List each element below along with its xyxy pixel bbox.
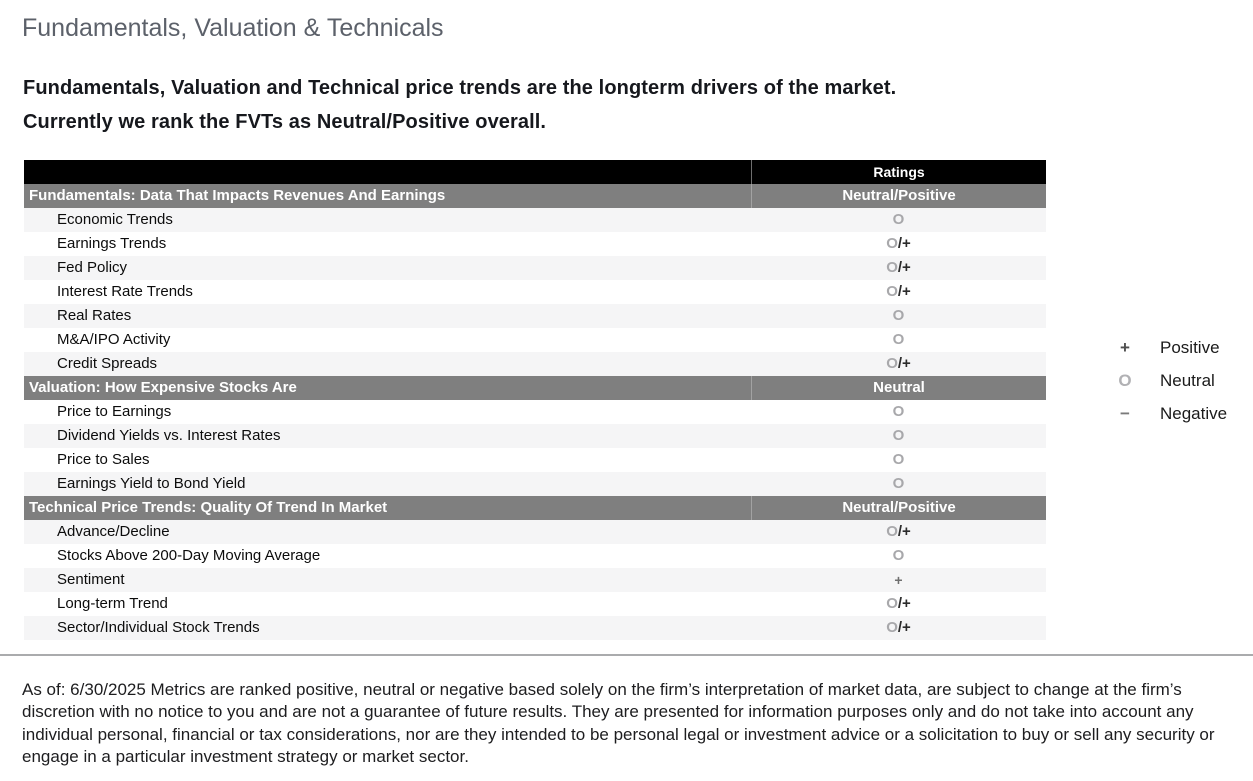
metric-label: Fed Policy bbox=[57, 259, 128, 276]
positive-lean-symbol: /+ bbox=[897, 283, 911, 300]
metric-rating: O/+ bbox=[751, 352, 1046, 376]
metric-rating: O bbox=[751, 544, 1046, 568]
table-row: Advance/Decline O/+ bbox=[24, 520, 1046, 544]
neutral-symbol: O bbox=[892, 307, 905, 324]
table-row: Credit Spreads O/+ bbox=[24, 352, 1046, 376]
rating-symbol-icon: + bbox=[1120, 337, 1130, 357]
legend-item: − Negative bbox=[1114, 403, 1227, 424]
table-row: Fed Policy O/+ bbox=[24, 256, 1046, 280]
ratings-legend: + Positive O Neutral − Negative bbox=[1114, 337, 1227, 436]
section-overall-rating: Neutral/Positive bbox=[751, 184, 1046, 208]
metric-rating: O bbox=[751, 472, 1046, 496]
table-row: Earnings Yield to Bond Yield O bbox=[24, 472, 1046, 496]
metric-label: Long-term Trend bbox=[57, 595, 168, 612]
legend-label: Neutral bbox=[1160, 370, 1215, 390]
legend-label: Positive bbox=[1160, 337, 1220, 357]
metric-rating: O/+ bbox=[751, 616, 1046, 640]
positive-lean-symbol: /+ bbox=[897, 619, 911, 636]
positive-lean-symbol: /+ bbox=[897, 259, 911, 276]
metric-label: Sentiment bbox=[57, 571, 125, 588]
table-row: Price to Sales O bbox=[24, 448, 1046, 472]
neutral-symbol: O bbox=[886, 355, 898, 372]
metric-rating: O bbox=[751, 448, 1046, 472]
table-header-left-cell bbox=[24, 160, 751, 184]
table-header-row: Ratings bbox=[24, 160, 1046, 184]
neutral-symbol: O bbox=[886, 283, 898, 300]
legend-label: Negative bbox=[1160, 403, 1228, 423]
neutral-symbol: O bbox=[886, 235, 898, 252]
neutral-symbol: O bbox=[892, 403, 905, 420]
metric-label: Sector/Individual Stock Trends bbox=[57, 619, 260, 636]
section-title: Technical Price Trends: Quality Of Trend… bbox=[24, 496, 751, 520]
positive-lean-symbol: /+ bbox=[897, 355, 911, 372]
metric-label: Stocks Above 200-Day Moving Average bbox=[57, 547, 321, 564]
metric-label: Price to Earnings bbox=[57, 403, 172, 420]
metric-label: Advance/Decline bbox=[57, 523, 170, 540]
legend-item: O Neutral bbox=[1114, 370, 1227, 391]
metric-label: Real Rates bbox=[57, 307, 132, 324]
disclaimer-text: As of: 6/30/2025 Metrics are ranked posi… bbox=[22, 680, 1215, 767]
metric-rating: O/+ bbox=[751, 520, 1046, 544]
table-row: Long-term Trend O/+ bbox=[24, 592, 1046, 616]
metric-label: Credit Spreads bbox=[57, 355, 158, 372]
table-row: Real Rates O bbox=[24, 304, 1046, 328]
metric-rating: O bbox=[751, 208, 1046, 232]
metric-rating: O bbox=[751, 424, 1046, 448]
positive-lean-symbol: /+ bbox=[897, 235, 911, 252]
neutral-symbol: O bbox=[886, 619, 898, 636]
positive-symbol: + bbox=[894, 572, 903, 588]
metric-rating: O/+ bbox=[751, 232, 1046, 256]
metric-rating: O/+ bbox=[751, 280, 1046, 304]
rating-symbol-icon: − bbox=[1120, 403, 1130, 423]
positive-lean-symbol: /+ bbox=[897, 595, 911, 612]
table-row: Earnings Trends O/+ bbox=[24, 232, 1046, 256]
section-header-row: Valuation: How Expensive Stocks Are Neut… bbox=[24, 376, 1046, 400]
table-row: Sentiment + bbox=[24, 568, 1046, 592]
neutral-symbol: O bbox=[892, 427, 905, 444]
section-title: Fundamentals: Data That Impacts Revenues… bbox=[24, 184, 751, 208]
page-title: Fundamentals, Valuation & Technicals bbox=[22, 14, 444, 42]
metric-rating: O/+ bbox=[751, 256, 1046, 280]
metric-rating: O/+ bbox=[751, 592, 1046, 616]
table-row: Sector/Individual Stock Trends O/+ bbox=[24, 616, 1046, 640]
table-row: Dividend Yields vs. Interest Rates O bbox=[24, 424, 1046, 448]
neutral-symbol: O bbox=[892, 331, 905, 348]
neutral-symbol: O bbox=[886, 259, 898, 276]
metric-rating: O bbox=[751, 400, 1046, 424]
section-overall-rating: Neutral/Positive bbox=[751, 496, 1046, 520]
table-row: Interest Rate Trends O/+ bbox=[24, 280, 1046, 304]
neutral-symbol: O bbox=[892, 547, 905, 564]
metric-rating: + bbox=[751, 568, 1046, 592]
positive-lean-symbol: /+ bbox=[897, 523, 911, 540]
section-header-row: Fundamentals: Data That Impacts Revenues… bbox=[24, 184, 1046, 208]
section-title: Valuation: How Expensive Stocks Are bbox=[24, 376, 751, 400]
neutral-symbol: O bbox=[886, 523, 898, 540]
metric-label: Earnings Yield to Bond Yield bbox=[57, 475, 246, 492]
neutral-symbol: O bbox=[892, 211, 905, 228]
metric-rating: O bbox=[751, 328, 1046, 352]
metric-label: Dividend Yields vs. Interest Rates bbox=[57, 427, 281, 444]
intro-line-1: Fundamentals, Valuation and Technical pr… bbox=[23, 77, 897, 99]
table-row: Economic Trends O bbox=[24, 208, 1046, 232]
table-row: M&A/IPO Activity O bbox=[24, 328, 1046, 352]
neutral-symbol: O bbox=[886, 595, 898, 612]
intro-line-2: Currently we rank the FVTs as Neutral/Po… bbox=[23, 111, 547, 133]
table-row: Price to Earnings O bbox=[24, 400, 1046, 424]
metric-label: Interest Rate Trends bbox=[57, 283, 193, 300]
ratings-column-header: Ratings bbox=[751, 160, 1046, 184]
metric-rating: O bbox=[751, 304, 1046, 328]
metric-label: M&A/IPO Activity bbox=[57, 331, 171, 348]
legend-item: + Positive bbox=[1114, 337, 1227, 358]
table-row: Stocks Above 200-Day Moving Average O bbox=[24, 544, 1046, 568]
neutral-symbol: O bbox=[892, 475, 905, 492]
fvt-ratings-table: Ratings Fundamentals: Data That Impacts … bbox=[24, 160, 1046, 640]
metric-label: Earnings Trends bbox=[57, 235, 167, 252]
metric-label: Price to Sales bbox=[57, 451, 150, 468]
horizontal-divider bbox=[0, 654, 1253, 656]
rating-symbol-icon: O bbox=[1118, 370, 1132, 390]
metric-label: Economic Trends bbox=[57, 211, 173, 228]
neutral-symbol: O bbox=[892, 451, 905, 468]
section-overall-rating: Neutral bbox=[751, 376, 1046, 400]
section-header-row: Technical Price Trends: Quality Of Trend… bbox=[24, 496, 1046, 520]
